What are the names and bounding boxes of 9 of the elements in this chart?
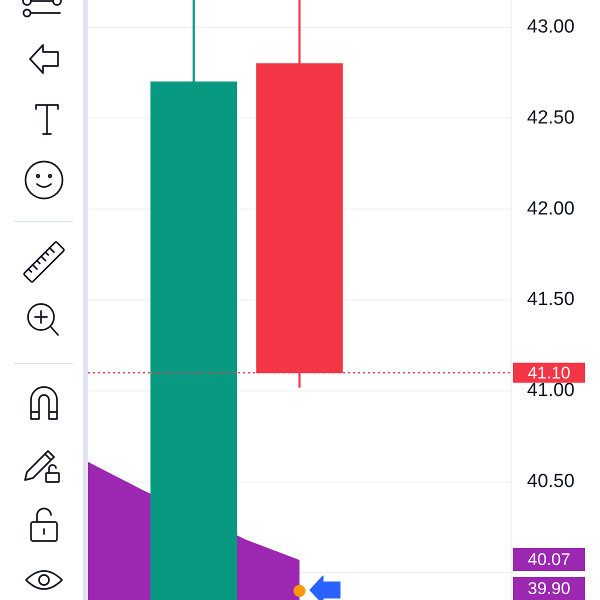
y-tick-label: 43.00 [527, 16, 575, 38]
text: 40.07 [528, 550, 570, 570]
text: 39.90 [528, 579, 570, 598]
y-tick-label: 42.00 [527, 198, 575, 220]
y-tick-label: 42.50 [527, 107, 575, 128]
y-tick-label: 41.50 [527, 289, 575, 310]
ref-line-label: 41.10 [528, 363, 570, 382]
y-tick-label: 40.50 [527, 471, 575, 492]
y-tick-label: 41.00 [527, 380, 575, 402]
